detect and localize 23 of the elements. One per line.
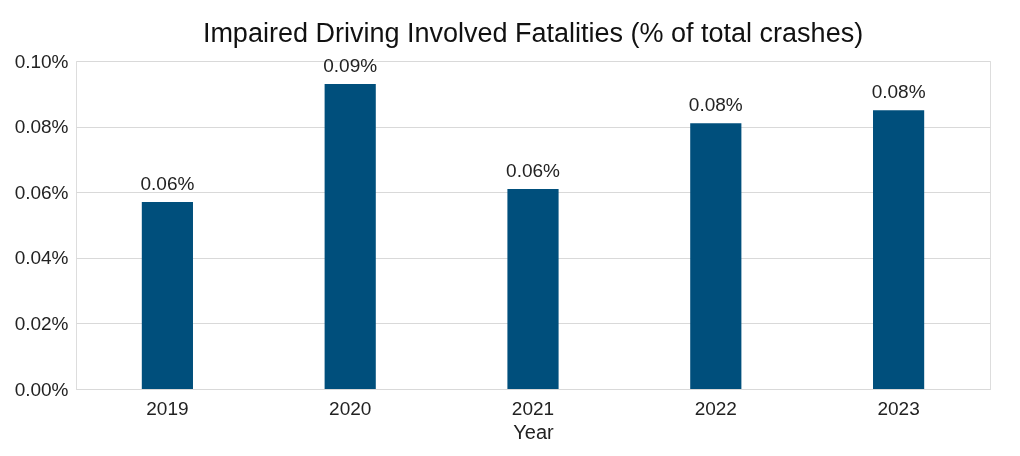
y-tick-label: 0.06% xyxy=(14,181,69,203)
bar xyxy=(507,188,559,389)
bar xyxy=(873,110,925,389)
y-tick-label: 0.10% xyxy=(14,50,69,72)
x-tick-label: 2021 xyxy=(511,397,555,419)
data-label: 0.09% xyxy=(323,54,378,76)
x-tick-label: 2019 xyxy=(146,397,189,419)
bar xyxy=(690,123,742,389)
x-tick-label: 2023 xyxy=(877,397,920,419)
y-tick-label: 0.02% xyxy=(14,312,69,334)
x-tick-label: 2022 xyxy=(694,397,737,419)
y-tick-label: 0.08% xyxy=(14,116,69,138)
data-label: 0.08% xyxy=(688,94,743,116)
data-label: 0.08% xyxy=(871,81,926,103)
x-axis-title: Year xyxy=(513,420,555,443)
y-tick-label: 0.00% xyxy=(14,378,69,400)
bar xyxy=(141,202,193,389)
y-tick-label: 0.04% xyxy=(14,247,69,269)
bar xyxy=(324,83,376,389)
x-tick-label: 2020 xyxy=(329,397,372,419)
data-label: 0.06% xyxy=(506,159,561,181)
data-label: 0.06% xyxy=(140,173,195,195)
chart-title: Impaired Driving Involved Fatalities (% of total crashes) xyxy=(202,18,864,48)
